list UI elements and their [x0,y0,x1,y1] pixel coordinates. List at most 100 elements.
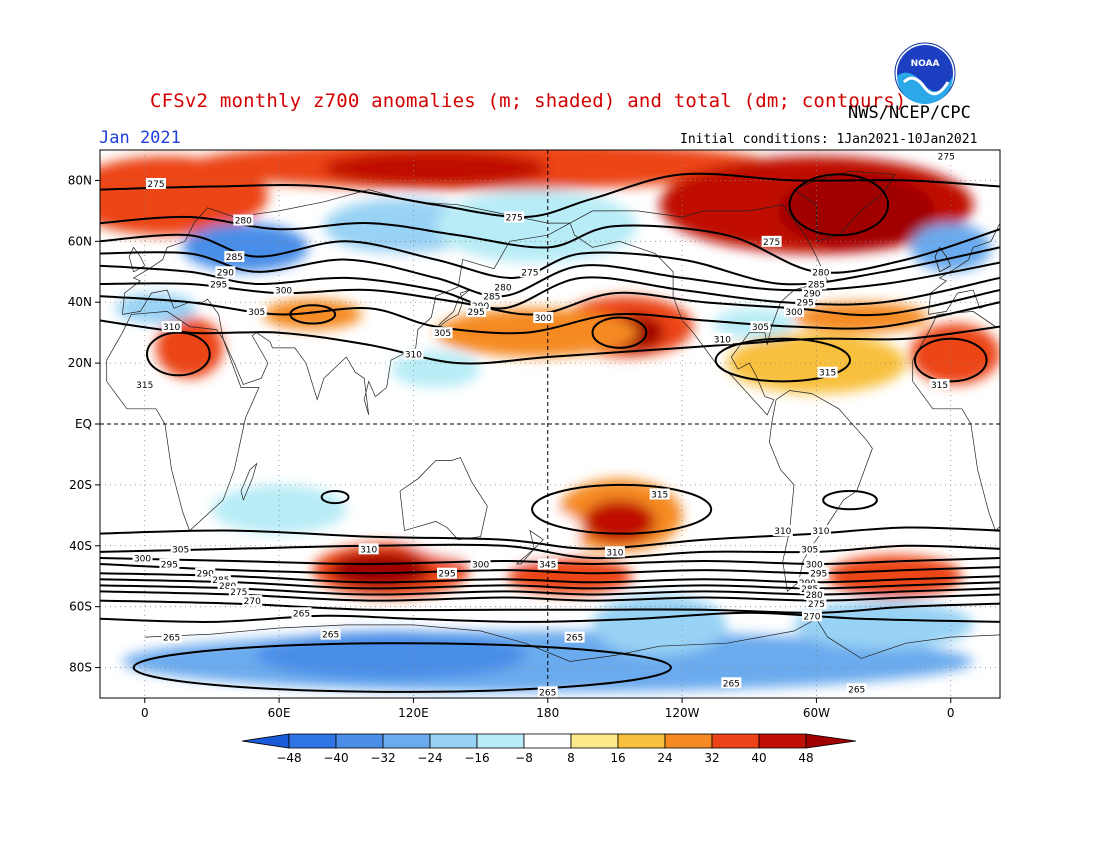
contour-label: 265 [163,634,180,644]
closed-contour [320,489,350,505]
contour-label-box [215,266,236,278]
contour-label-box [784,305,805,317]
longitude-tick-label: 60W [803,706,830,720]
contour-label-box [134,378,155,390]
contour-label-box [806,278,827,290]
contour-label-box [228,585,249,597]
contour-line [100,172,1000,219]
colorbar-swatch [617,733,666,749]
contour-label-box [761,235,782,247]
colorbar-swatch [382,733,431,749]
contour-label-box [936,150,957,162]
contour-label: 295 [797,299,814,309]
contour-label: 300 [806,561,823,571]
contour-label-box [320,628,341,640]
contour-label-box [470,299,491,311]
chart-title: CFSv2 monthly z700 anomalies (m; shaded)… [150,90,907,112]
contour-line [100,578,1000,590]
contour-label-box [806,598,827,610]
contour-label: 305 [172,545,189,555]
anomaly-blob [402,500,582,561]
closed-contour [591,316,648,349]
contour-label-box [804,558,825,570]
latitude-tick-label: 60N [68,234,92,248]
colorbar-high-arrow [805,733,857,749]
anomaly-blob [211,484,347,534]
contour-label: 345 [539,561,556,571]
contour-label-box [358,543,379,555]
map-plot-area: 2752802852902953003053103103053002952902… [100,150,1063,698]
contour-label-box [649,488,670,500]
colorbar: −48 −40 −32 −24 −16 −8 8 16 24 32 40 48 [241,733,857,765]
agency-label: NWS/NCEP/CPC [848,103,971,123]
contour-label-box [795,296,816,308]
contour-label: 305 [801,545,818,555]
colorbar-level-label: 32 [704,751,719,765]
contour-label-box [804,588,825,600]
anomaly-blob [778,174,936,248]
closed-contour [714,337,851,383]
latitude-tick-label: 40N [68,295,92,309]
contour-label: 275 [506,213,523,223]
contour-label: 275 [763,238,780,248]
closed-contour [531,483,713,535]
contour-line [100,543,1000,560]
contour-label-box [291,607,312,619]
contour-label-box [132,552,153,564]
contour-label: 310 [360,545,377,555]
colorbar-level-label: −32 [370,751,395,765]
colorbar-level-label: 24 [657,751,672,765]
contour-label-box [246,305,267,317]
colorbar-level-label: −40 [323,751,348,765]
month-label: Jan 2021 [99,128,181,148]
contour-label: 280 [219,582,236,592]
anomaly-blob [910,323,1000,385]
contour-label: 265 [293,609,310,619]
contour-line [100,264,1000,310]
contour-label: 315 [651,491,668,501]
contour-label-box [797,576,818,588]
contour-label: 275 [521,268,538,278]
latitude-tick-label: 20N [68,356,92,370]
anomaly-blob [182,223,309,272]
contour-label-box [492,281,513,293]
contour-label: 275 [808,600,825,610]
contour-label: 285 [483,293,500,303]
coastline [1047,464,1063,501]
contour-label: 290 [197,570,214,580]
contour-labels: 2752802852902953003053103103053002952902… [132,150,957,698]
contour-line [100,584,1000,596]
contour-label: 305 [752,323,769,333]
contour-label-box [810,525,831,537]
contour-label: 305 [434,329,451,339]
anomaly-blob [330,551,430,589]
noaa-logo: NOAA [894,42,956,104]
contour-label-box [537,558,558,570]
contour-label-box [564,631,585,643]
initial-conditions-label: Initial conditions: 1Jan2021-10Jan2021 [680,132,978,147]
coastline [240,462,258,501]
contour-label: 280 [494,284,511,294]
coastline [435,289,470,330]
contour-line [100,611,1000,623]
colorbar-swatch [523,733,572,749]
contour-line [100,251,1000,298]
colorbar-level-label: 48 [798,751,813,765]
longitude-tick-label: 60E [268,706,291,720]
contour-label-box [195,567,216,579]
contour-label: 265 [723,679,740,689]
contour-label-box [210,573,231,585]
contour-label-box [721,677,742,689]
contour-label: 300 [134,554,151,564]
longitude-tick-label: 120W [665,706,700,720]
closed-contour [788,173,890,237]
coastline [793,170,896,242]
coastline [122,189,571,415]
contour-line [100,557,1000,566]
colorbar-level-label: −16 [464,751,489,765]
longitude-axis: 0 60E 120E 180 120W 60W 0 [141,698,955,720]
contour-label: 315 [819,369,836,379]
contour-label-box [217,579,238,591]
latitude-axis: 80N 60N 40N 20N EQ 20S 40S 60S 80S [68,173,100,675]
